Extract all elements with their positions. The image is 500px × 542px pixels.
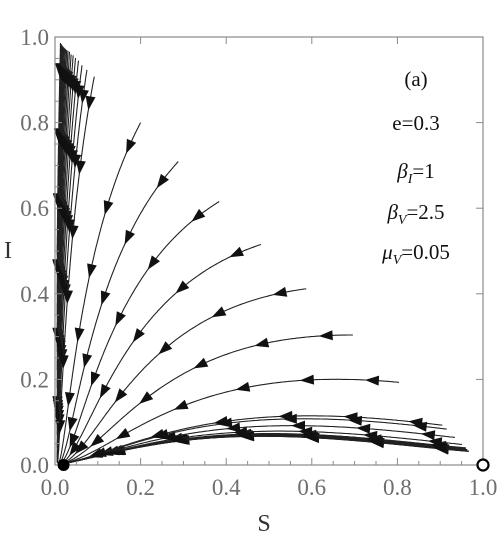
stream-arrowhead (431, 441, 446, 452)
stream-arrowhead (74, 84, 85, 100)
stream-arrowhead (115, 428, 131, 440)
stream-arrowhead (75, 160, 86, 175)
stream-arrowhead (412, 421, 428, 432)
stable-equilibrium-point (57, 459, 70, 471)
stream-arrowhead (318, 330, 333, 341)
stream-arrowhead (67, 416, 78, 432)
parameter-label: βV=2.5 (386, 200, 444, 228)
tick-labels: 0.0 0.2 0.4 0.6 0.8 1.0 0.0 0.2 0.4 0.6 0.8 1.0 (20, 25, 497, 500)
parameter-annotations: e=0.3 βI=1 βV=2.5 μV=0.05 (381, 111, 450, 268)
parameter-label: βI=1 (396, 159, 434, 187)
y-tick-label: 0.6 (20, 196, 49, 221)
stream-arrowhead (85, 95, 96, 111)
streamline (56, 69, 88, 463)
stream-arrowhead (79, 89, 89, 104)
stream-arrowhead (99, 383, 111, 399)
stream-arrowhead (211, 306, 227, 318)
stream-arrowhead (173, 399, 189, 410)
stream-arrowhead (347, 415, 363, 426)
stream-arrowhead (366, 434, 381, 445)
streamline (64, 433, 466, 465)
parameter-label: μV=0.05 (381, 240, 450, 268)
stream-arrowhead (156, 173, 169, 189)
stream-arrowhead (175, 280, 190, 294)
stream-arrowhead (91, 371, 101, 387)
stream-arrowhead (291, 420, 305, 431)
stream-arrowhead (363, 430, 378, 441)
y-axis-label: I (4, 238, 12, 264)
stream-arrowhead (139, 391, 154, 404)
stream-arrowhead (193, 357, 209, 369)
stream-arrowhead (68, 225, 79, 240)
stream-arrowhead (254, 337, 270, 348)
stream-arrowhead (356, 423, 371, 434)
stream-arrowhead (55, 419, 66, 435)
streamline (56, 65, 83, 464)
stream-arrowhead (235, 381, 251, 392)
streamline (57, 76, 95, 464)
stream-arrowhead (132, 328, 145, 343)
x-tick-label: 0.6 (297, 475, 326, 500)
stream-arrowhead (65, 392, 75, 407)
stream-arrowhead (69, 441, 82, 456)
stream-arrowhead (229, 246, 244, 258)
y-tick-label: 0.8 (20, 111, 49, 136)
stream-arrowhead (92, 447, 107, 457)
x-axis-label: S (257, 511, 270, 537)
stream-arrowhead (58, 354, 69, 370)
streamlines (52, 42, 469, 465)
stream-arrowhead (299, 374, 315, 385)
stream-arrowhead (114, 388, 128, 403)
stream-arrowhead (100, 290, 111, 306)
x-tick-label: 0.2 (126, 475, 155, 500)
streamline (63, 418, 447, 465)
stream-arrowhead (124, 229, 135, 245)
stream-arrowhead (282, 413, 297, 424)
stream-arrowhead (90, 433, 105, 447)
x-tick-label: 0.8 (383, 475, 412, 500)
y-tick-label: 0.4 (20, 282, 49, 307)
unstable-equilibrium-point (476, 458, 490, 472)
x-tick-label: 1.0 (469, 475, 498, 500)
x-tick-label: 0.4 (212, 475, 241, 500)
stream-arrowhead (226, 422, 241, 433)
streamline (59, 161, 179, 463)
stream-arrowhead (115, 311, 126, 326)
streamline (63, 425, 455, 465)
stream-arrowhead (87, 263, 97, 279)
streamline (63, 415, 443, 465)
panel-label: (a) (404, 67, 427, 91)
stream-arrowhead (74, 327, 85, 343)
stream-arrowhead (298, 426, 313, 437)
streamline (56, 60, 80, 463)
stream-arrowhead (272, 286, 288, 297)
y-tick-label: 1.0 (20, 25, 49, 50)
equilibrium-points (57, 458, 490, 472)
stream-arrowhead (158, 341, 173, 355)
stream-arrowhead (191, 208, 206, 222)
stream-arrowhead (147, 255, 160, 270)
stream-arrowhead (427, 437, 443, 448)
stream-arrowhead (103, 200, 114, 215)
stream-arrowhead (82, 353, 93, 368)
stream-arrowhead (69, 432, 80, 448)
y-tick-label: 0.2 (20, 367, 49, 392)
parameter-label: e=0.3 (392, 111, 439, 135)
stream-arrowhead (364, 375, 380, 386)
stream-arrowhead (154, 429, 170, 439)
y-tick-label: 0.0 (20, 453, 49, 478)
x-tick-label: 0.0 (41, 475, 70, 500)
stream-arrowhead (420, 430, 436, 441)
stream-arrowhead (63, 290, 73, 305)
stream-arrowhead (218, 417, 233, 428)
stream-arrowhead (75, 440, 89, 454)
streamline (63, 430, 462, 465)
stream-arrowhead (126, 138, 137, 154)
